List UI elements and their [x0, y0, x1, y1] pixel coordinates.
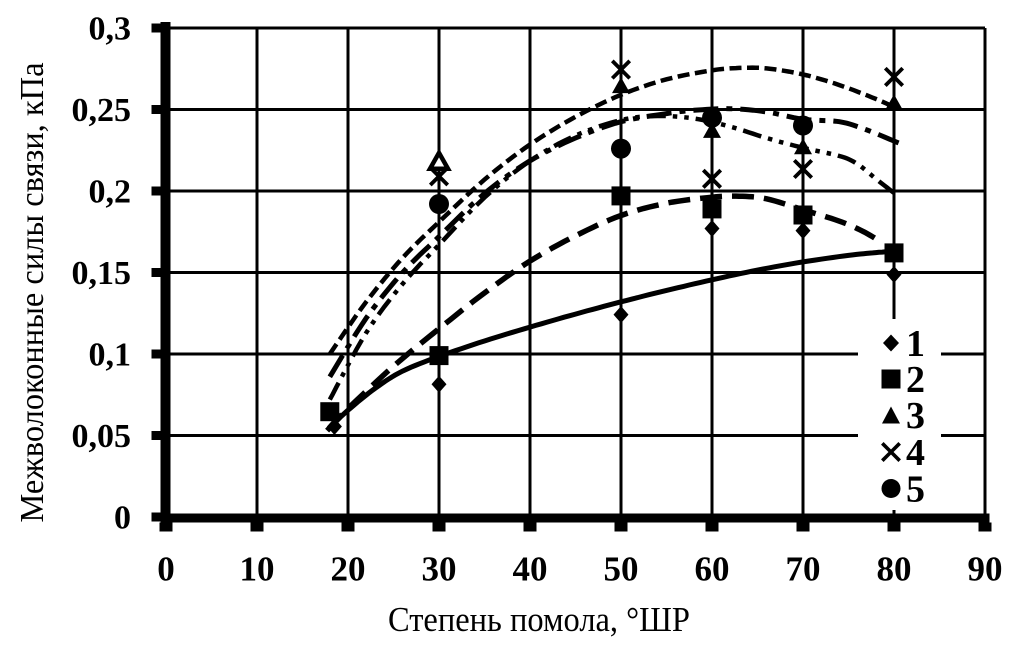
svg-text:4: 4 [906, 432, 925, 474]
svg-text:0: 0 [114, 500, 131, 537]
svg-text:Степень помола, °ШР: Степень помола, °ШР [388, 600, 690, 639]
svg-text:0,15: 0,15 [72, 255, 132, 292]
svg-text:0,3: 0,3 [89, 11, 132, 48]
svg-text:40: 40 [513, 550, 548, 589]
svg-text:Межволоконные силы связи, кПа: Межволоконные силы связи, кПа [14, 63, 51, 523]
svg-text:1: 1 [906, 323, 925, 365]
svg-text:0,2: 0,2 [89, 174, 132, 211]
svg-text:50: 50 [604, 550, 639, 589]
svg-text:30: 30 [422, 550, 457, 589]
svg-text:0: 0 [157, 550, 175, 589]
svg-text:2: 2 [906, 359, 925, 401]
svg-text:80: 80 [877, 550, 912, 589]
svg-text:0,05: 0,05 [72, 418, 132, 455]
svg-text:0,1: 0,1 [89, 337, 132, 374]
svg-text:10: 10 [240, 550, 275, 589]
svg-text:90: 90 [968, 550, 1003, 589]
svg-text:5: 5 [906, 469, 925, 511]
svg-text:3: 3 [906, 395, 925, 437]
svg-text:60: 60 [695, 550, 730, 589]
svg-text:20: 20 [331, 550, 366, 589]
svg-text:70: 70 [786, 550, 821, 589]
svg-text:0,25: 0,25 [72, 92, 132, 129]
